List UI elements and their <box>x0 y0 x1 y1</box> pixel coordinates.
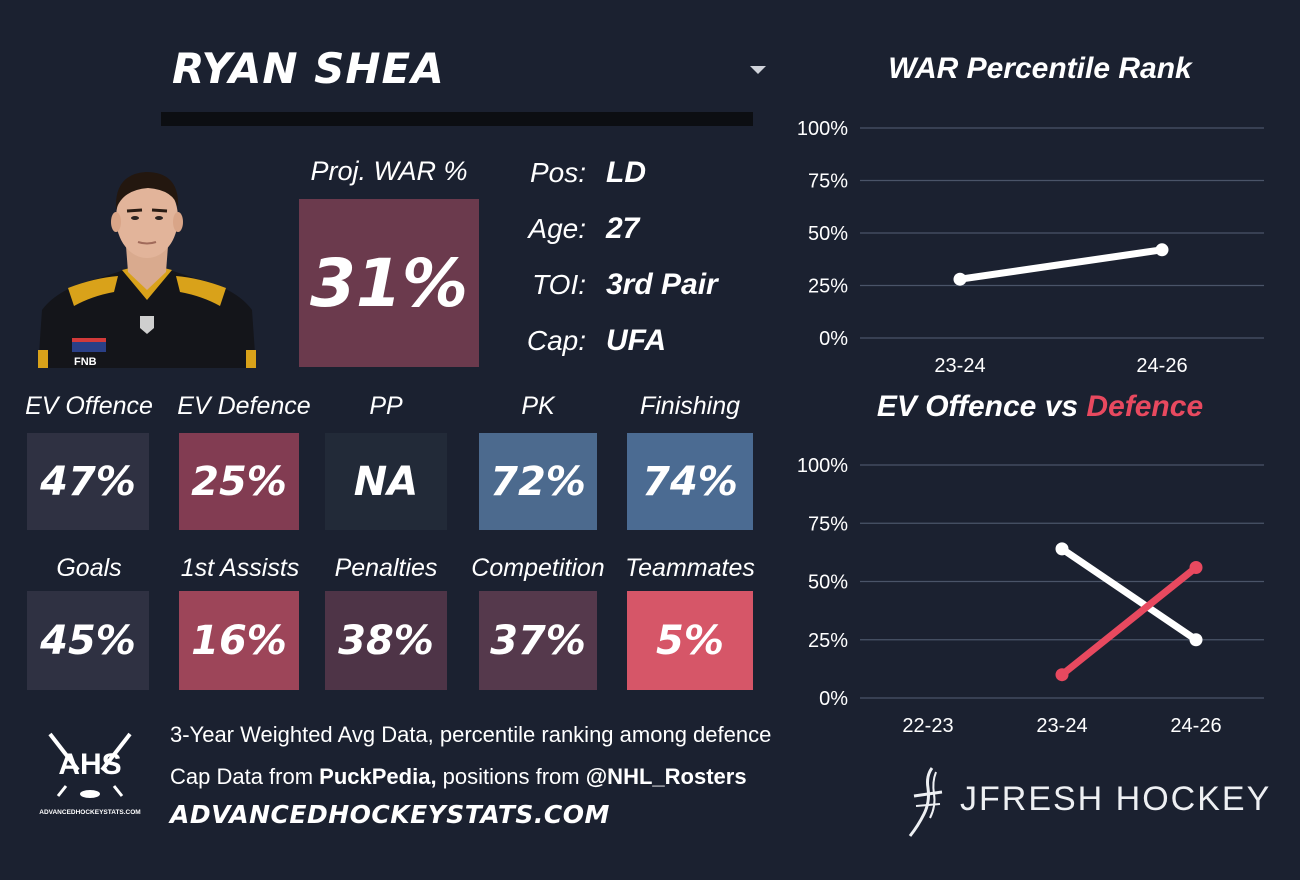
y-tick-label: 25% <box>808 630 848 652</box>
data-point <box>953 272 967 286</box>
data-point <box>1055 542 1069 556</box>
y-tick-label: 50% <box>808 572 848 594</box>
stat-label-1st-assists: 1st Assists <box>180 554 300 582</box>
y-tick-label: 75% <box>808 513 848 535</box>
nhl-rosters-link[interactable]: @NHL_Rosters <box>585 764 747 789</box>
info-value: UFA <box>606 324 666 357</box>
advancedhockeystats-link[interactable]: ADVANCEDHOCKEYSTATS.COM <box>170 800 610 829</box>
footer-note-data: 3-Year Weighted Avg Data, percentile ran… <box>170 722 772 747</box>
jfresh-hockey-brand: JFRESH HOCKEY <box>960 780 1272 818</box>
data-point <box>1189 561 1203 575</box>
ahs-logo-icon[interactable]: AHS ADVANCEDHOCKEYSTATS.COM <box>38 728 142 820</box>
stat-value-goals: 45% <box>27 591 149 690</box>
data-point <box>1155 243 1169 257</box>
footer-source-prefix: Cap Data from <box>170 764 320 789</box>
stat-value-pk: 72% <box>479 433 597 530</box>
stat-label-competition: Competition <box>471 554 605 582</box>
stat-label-ev-defence: EV Defence <box>177 392 311 420</box>
stat-value-ev-offence: 47% <box>27 433 149 530</box>
war-percentile-chart: 0% 25% 50% 75% 100% 23-24 24-26 <box>797 118 1264 377</box>
stat-value-ev-defence: 25% <box>179 433 299 530</box>
ahs-logo-text: AHS <box>58 748 121 781</box>
y-tick-label: 25% <box>808 276 848 298</box>
series-line <box>956 246 1166 283</box>
stat-label-ev-offence: EV Offence <box>25 392 153 420</box>
info-key: Cap: <box>526 325 586 356</box>
y-tick-label: 75% <box>808 171 848 193</box>
stat-value-pp: NA <box>325 433 447 530</box>
proj-war-value: 31% <box>299 199 479 367</box>
footer-source-middle: positions from <box>436 764 586 789</box>
y-tick-label: 0% <box>819 328 848 350</box>
name-underline-divider <box>161 112 753 126</box>
info-value: 27 <box>606 212 640 245</box>
player-name: RYAN SHEA <box>172 44 445 93</box>
x-tick-label: 22-23 <box>902 715 953 737</box>
series-line <box>1058 564 1200 679</box>
footer-note-sources: Cap Data from PuckPedia, positions from … <box>170 764 747 790</box>
chart-title-war: WAR Percentile Rank <box>888 52 1192 85</box>
info-row-position: Pos: LD <box>520 153 646 193</box>
stat-label-finishing: Finishing <box>639 392 741 420</box>
stat-label-teammates: Teammates <box>625 554 755 582</box>
data-point <box>1189 633 1203 647</box>
stat-value-teammates: 5% <box>627 591 753 690</box>
chart-title-ev-part1: EV Offence vs <box>876 390 1087 423</box>
stat-label-penalties: Penalties <box>334 554 438 582</box>
player-photo: FNB <box>38 172 256 368</box>
player-dropdown-icon[interactable] <box>750 66 766 74</box>
x-tick-label: 23-24 <box>1036 715 1087 737</box>
stat-value-1st-assists: 16% <box>179 591 299 690</box>
data-point <box>1055 668 1069 682</box>
ahs-logo-subtext: ADVANCEDHOCKEYSTATS.COM <box>39 809 140 816</box>
y-tick-label: 100% <box>797 455 848 477</box>
info-row-toi: TOI: 3rd Pair <box>520 265 718 305</box>
stat-label-goals: Goals <box>56 554 122 582</box>
y-tick-label: 0% <box>819 688 848 710</box>
info-key: TOI: <box>532 269 586 300</box>
chart-title-ev: EV Offence vs Defence <box>800 390 1280 424</box>
info-key: Pos: <box>529 157 586 188</box>
stat-value-competition: 37% <box>479 591 597 690</box>
stat-label-pp: PP <box>369 392 403 420</box>
y-tick-label: 100% <box>797 118 848 140</box>
stat-value-penalties: 38% <box>325 591 447 690</box>
info-key: Age: <box>528 213 586 244</box>
info-value: LD <box>606 156 646 189</box>
proj-war-label: Proj. WAR % <box>310 156 468 186</box>
x-tick-label: 23-24 <box>934 355 985 377</box>
stat-label-pk: PK <box>521 392 555 420</box>
jfresh-logo-icon <box>908 767 943 837</box>
svg-text:FNB: FNB <box>74 356 97 368</box>
chart-title-ev-part2: Defence <box>1086 390 1204 423</box>
x-tick-label: 24-26 <box>1170 715 1221 737</box>
info-value: 3rd Pair <box>606 268 718 301</box>
ev-offence-defence-chart: 0% 25% 50% 75% 100% 22-23 23-24 24-26 <box>797 455 1264 737</box>
info-row-age: Age: 27 <box>520 209 639 249</box>
info-row-cap: Cap: UFA <box>520 321 666 361</box>
puckpedia-link[interactable]: PuckPedia, <box>319 764 437 789</box>
stat-value-finishing: 74% <box>627 433 753 530</box>
x-tick-label: 24-26 <box>1136 355 1187 377</box>
series-line <box>1058 545 1200 644</box>
y-tick-label: 50% <box>808 223 848 245</box>
